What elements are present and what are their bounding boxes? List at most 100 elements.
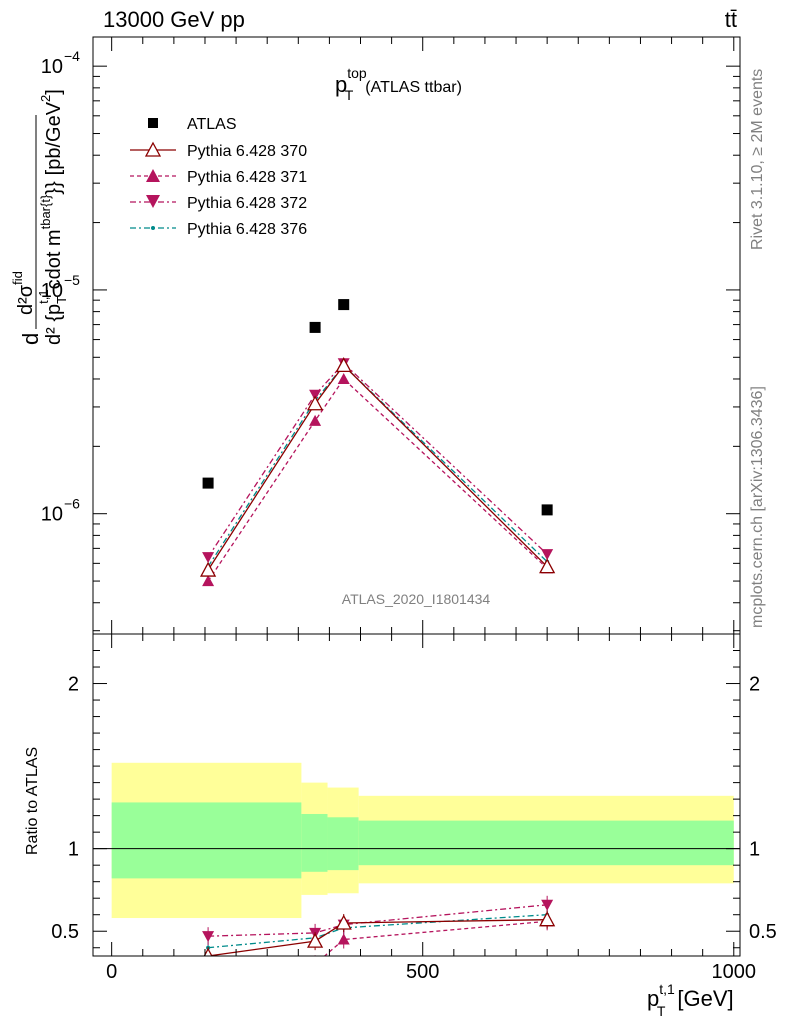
ratio-band-inner bbox=[301, 813, 328, 872]
main-panel: 10−410−510−6 ptop T (ATLAS ttbar) ATLAS_20… bbox=[10, 36, 741, 635]
panel-title: ptop T (ATLAS ttbar) bbox=[335, 65, 462, 103]
xlabel-sub: T bbox=[657, 1003, 666, 1019]
ylabel-den-mid: cdot m bbox=[43, 229, 65, 289]
ratio-data-point bbox=[335, 914, 352, 930]
ratio-band-inner bbox=[327, 817, 359, 871]
ratio-ytick-label: 1 bbox=[68, 839, 79, 861]
svg-text:d² {pTt,1cdot mtbar{t}}}[pb/Ge: d² {pTt,1cdot mtbar{t}}} [pb/GeV2] bbox=[36, 89, 69, 345]
main-data-point bbox=[309, 414, 322, 426]
ratio-series-line bbox=[208, 904, 548, 937]
main-series-line bbox=[207, 364, 548, 567]
svg-text:d²σfid: d²σfid bbox=[10, 271, 37, 315]
main-data-point bbox=[541, 504, 553, 516]
ylabel-den-end: }} bbox=[43, 181, 65, 195]
ylabel-unit: [pb/GeV bbox=[43, 101, 65, 175]
main-markers bbox=[200, 299, 556, 587]
ratio-ytick-label-right: 0.5 bbox=[749, 921, 777, 943]
ratio-xtick-label: 500 bbox=[406, 961, 439, 983]
ratio-series-line bbox=[208, 919, 548, 956]
main-data-point bbox=[335, 357, 352, 373]
ratio-data-point bbox=[202, 931, 215, 943]
ratio-ytick-label: 0.5 bbox=[51, 921, 79, 943]
main-ytick-label: 10 bbox=[41, 56, 63, 78]
main-ytick-label-exp: −6 bbox=[64, 496, 80, 512]
legend-marker-370 bbox=[144, 141, 162, 157]
main-lines bbox=[207, 362, 548, 582]
ylabel-d: d bbox=[18, 333, 43, 345]
ylabel-den-sub2: tbar{t} bbox=[38, 194, 53, 229]
ratio-band-inner bbox=[358, 820, 734, 866]
rivet-label: Rivet 3.1.10, ≥ 2M events bbox=[749, 69, 766, 250]
legend: ATLAS Pythia 6.428 370 Pythia 6.428 371 … bbox=[130, 116, 307, 238]
ratio-xtick-label: 1000 bbox=[712, 961, 757, 983]
ratio-xtick-label: 0 bbox=[106, 961, 117, 983]
main-ylabel: d d²σfid d² {pTt,1cdot mtbar{t}}} [pb/GeV… bbox=[10, 89, 69, 345]
title-sup: top bbox=[347, 65, 367, 81]
main-ytick-label-exp: −4 bbox=[64, 48, 80, 64]
xlabel-sup: t,1 bbox=[659, 981, 675, 997]
main-ticks: 10−410−510−6 bbox=[41, 37, 740, 634]
ratio-data-point bbox=[539, 911, 556, 927]
ratio-bands bbox=[93, 762, 740, 919]
title-rest: (ATLAS ttbar) bbox=[365, 79, 462, 96]
legend-label-372: Pythia 6.428 372 bbox=[187, 195, 307, 212]
ratio-ytick-label-right: 1 bbox=[749, 839, 760, 861]
ratio-data-point bbox=[307, 932, 324, 948]
legend-marker-371 bbox=[146, 169, 160, 182]
ylabel-den-sup: t,1 bbox=[36, 289, 51, 303]
main-data-point bbox=[309, 321, 321, 333]
xlabel-unit: [GeV] bbox=[677, 986, 733, 1011]
ylabel-unit-end: ] bbox=[43, 89, 65, 95]
ratio-ytick-label-right: 2 bbox=[749, 674, 760, 696]
legend-marker-372 bbox=[146, 195, 160, 208]
header-right: tt̄ bbox=[725, 7, 737, 32]
svg-text:d: d bbox=[18, 333, 43, 345]
main-data-point bbox=[337, 372, 350, 384]
ylabel-unit-sup: 2 bbox=[38, 95, 53, 102]
ratio-data-point bbox=[541, 899, 554, 911]
main-data-point bbox=[202, 477, 214, 489]
legend-marker-atlas bbox=[148, 118, 158, 128]
ratio-ticks: 0.5 0.5 1 1 2 2 0 500 1000 bbox=[51, 634, 777, 983]
main-data-point bbox=[309, 389, 322, 401]
main-data-point bbox=[541, 549, 554, 561]
main-series-line bbox=[207, 378, 548, 582]
ratio-xlabel: pt,1 T [GeV] bbox=[647, 981, 734, 1019]
ratio-series-line bbox=[208, 914, 548, 949]
main-data-point bbox=[200, 561, 217, 577]
legend-label-376: Pythia 6.428 376 bbox=[187, 221, 307, 238]
ylabel-den-sub: T bbox=[54, 296, 69, 304]
ylabel-denominator: d² {p bbox=[43, 304, 65, 345]
main-data-point bbox=[202, 575, 215, 587]
ratio-ylabel: Ratio to ATLAS bbox=[24, 747, 41, 855]
ratio-series-line bbox=[323, 920, 548, 956]
ratio-band-inner bbox=[111, 802, 302, 879]
ylabel-numerator: d²σ bbox=[15, 284, 37, 315]
main-ytick-label-exp: −5 bbox=[64, 272, 80, 288]
ratio-data-point bbox=[202, 963, 214, 974]
main-ytick-label: 10 bbox=[41, 280, 63, 302]
title-main: p bbox=[335, 72, 347, 97]
main-series-line bbox=[207, 362, 548, 558]
title-sub: T bbox=[345, 87, 354, 103]
ratio-ytick-label: 2 bbox=[68, 674, 79, 696]
legend-label-371: Pythia 6.428 371 bbox=[187, 169, 307, 186]
xlabel-main: p bbox=[647, 986, 659, 1011]
ratio-panel: 0.5 0.5 1 1 2 2 0 500 1000 Ratio to ATLAS pt,1 T [… bbox=[24, 633, 777, 1019]
main-data-point bbox=[307, 395, 324, 411]
main-series-line bbox=[207, 364, 548, 571]
main-data-point bbox=[202, 552, 215, 564]
main-data-point bbox=[539, 558, 556, 574]
legend-label-370: Pythia 6.428 370 bbox=[187, 143, 307, 160]
main-ytick-label: 10 bbox=[41, 504, 63, 526]
ylabel-numerator-sup: fid bbox=[10, 271, 25, 285]
header-left: 13000 GeV pp bbox=[103, 7, 245, 32]
ratio-data-point bbox=[309, 958, 321, 969]
ratio-frame bbox=[92, 633, 741, 957]
ratio-data-point bbox=[337, 933, 350, 945]
legend-marker-376 bbox=[151, 226, 155, 230]
legend-label-atlas: ATLAS bbox=[187, 116, 237, 133]
main-data-point bbox=[338, 299, 350, 311]
mcplots-label: mcplots.cern.ch [arXiv:1306.3436] bbox=[749, 386, 766, 628]
